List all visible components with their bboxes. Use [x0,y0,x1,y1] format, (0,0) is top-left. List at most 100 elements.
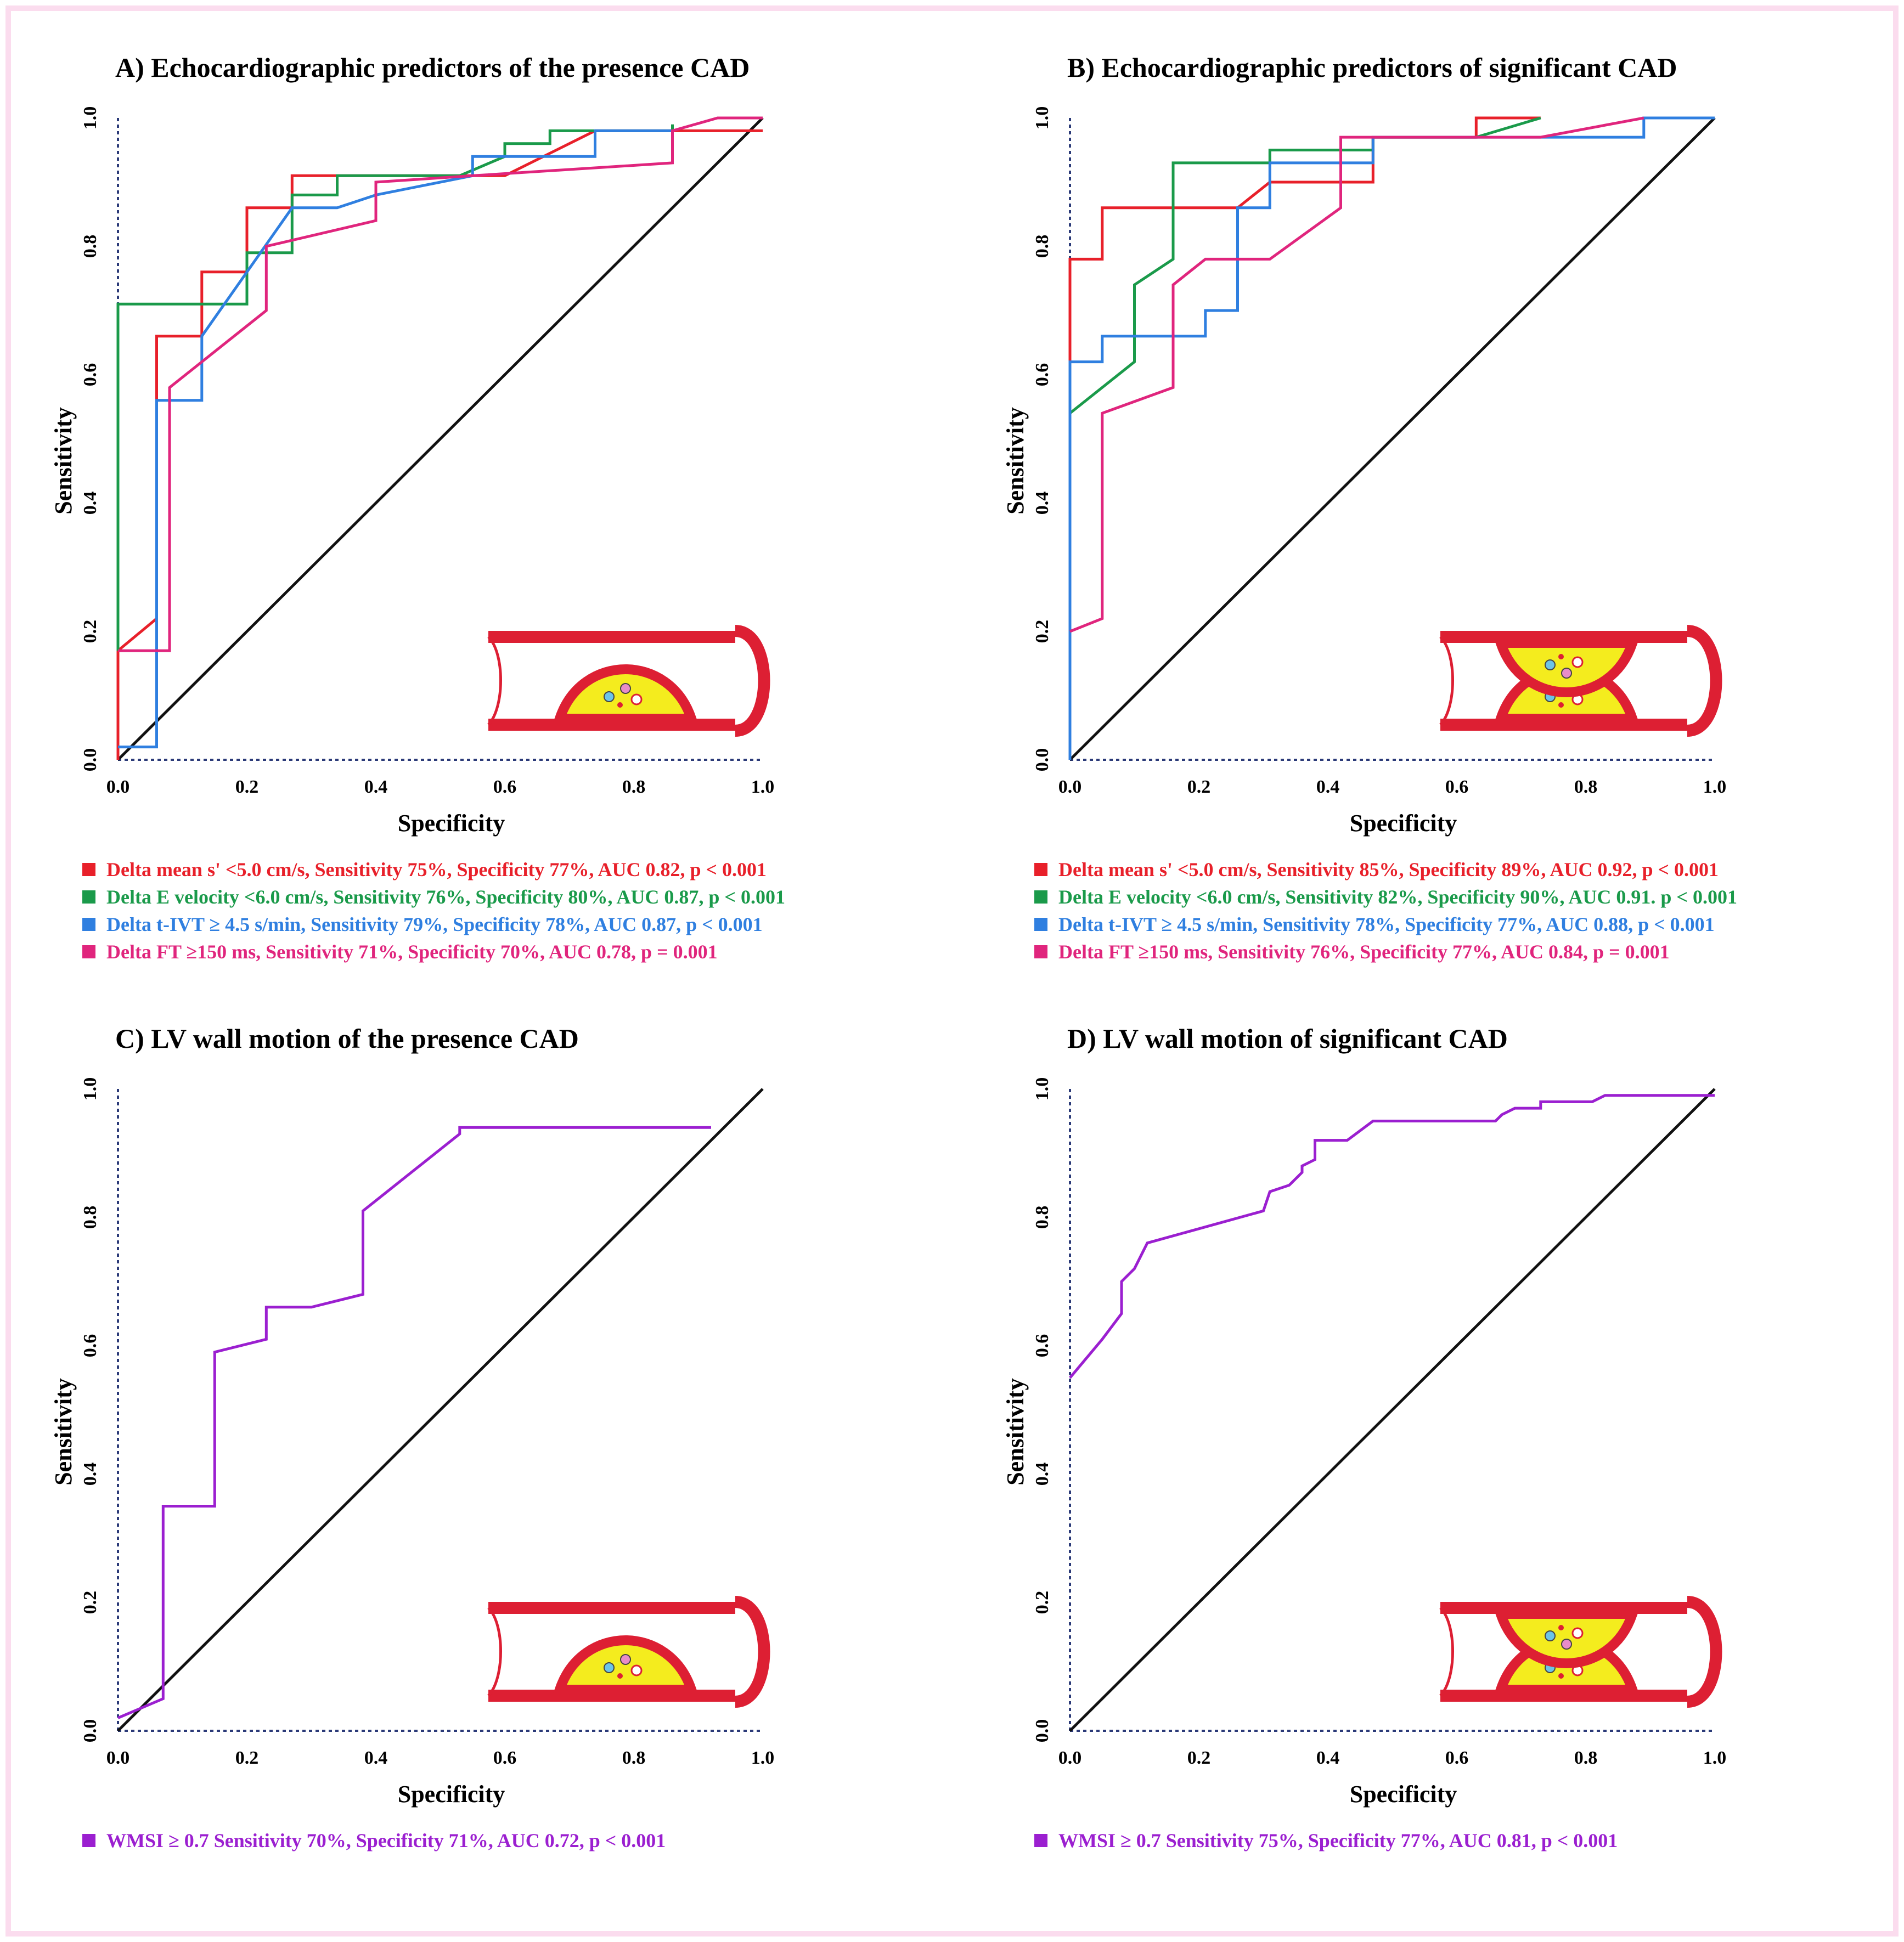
y-tick-label: 0.2 [1032,1591,1052,1614]
legend-swatch [82,863,95,876]
x-tick-label: 1.0 [751,1748,775,1768]
cell-icon [604,1662,615,1673]
plaque-shape [1494,1609,1640,1668]
artery-plaque-icon [1439,1596,1722,1708]
plaque-shape [553,1635,698,1695]
legend-item: Delta E velocity <6.0 cm/s, Sensitivity … [1034,883,1890,911]
panel-b: B) Echocardiographic predictors of signi… [952,0,1904,971]
x-tick-label: 0.4 [1316,777,1340,797]
y-axis-label: Sensitivity [50,407,77,515]
y-tick-label: 0.0 [1032,1719,1052,1743]
plaque [1494,638,1640,697]
panel-d: D) LV wall motion of significant CAD 0.0 0… [952,971,1904,1942]
cell-icon [630,693,643,705]
legend-swatch [1034,890,1047,904]
chart-title: C) LV wall motion of the presence CAD [115,1023,579,1054]
panel-a: A) Echocardiographic predictors of the p… [0,0,952,971]
legend-label: Delta mean s' <5.0 cm/s, Sensitivity 75%… [106,859,767,880]
legend-item: Delta FT ≥150 ms, Sensitivity 71%, Speci… [82,938,938,966]
legend-swatch [82,890,95,904]
roc-curve-0 [117,1126,711,1719]
plaque [553,664,698,724]
x-tick-label: 1.0 [1703,1748,1727,1768]
legend-label: Delta E velocity <6.0 cm/s, Sensitivity … [1058,886,1737,908]
y-axis-label: Sensitivity [50,1378,77,1486]
vessel-end [1686,1596,1722,1708]
legend-label: Delta mean s' <5.0 cm/s, Sensitivity 85%… [1058,859,1719,880]
legend-a: Delta mean s' <5.0 cm/s, Sensitivity 75%… [82,856,938,966]
x-tick-label: 0.4 [364,1748,388,1768]
x-tick-label: 0.8 [1574,777,1598,797]
x-tick-label: 0.2 [235,1748,259,1768]
legend-swatch [82,918,95,931]
legend-swatch [1034,918,1047,931]
cell-icon [617,1673,623,1679]
x-tick-label: 0.0 [106,777,130,797]
cell-icon [1545,659,1556,670]
cell-icon [604,691,615,702]
y-tick-label: 1.0 [80,106,100,130]
x-tick-label: 0.8 [622,1748,646,1768]
vessel-opening [487,1607,502,1697]
artery-plaque-icon [1439,625,1722,737]
x-tick-label: 0.8 [1574,1748,1598,1768]
reference-diagonal [117,1088,764,1732]
x-tick-label: 0.0 [1058,1748,1082,1768]
y-tick-label: 0.4 [80,492,100,515]
legend-swatch [1034,945,1047,958]
cell-icon [620,683,631,694]
legend-d: WMSI ≥ 0.7 Sensitivity 75%, Specificity … [1034,1827,1890,1854]
legend-item: Delta t-IVT ≥ 4.5 s/min, Sensitivity 78%… [1034,911,1890,938]
x-tick-label: 0.6 [1445,777,1469,797]
y-axis-label: Sensitivity [1002,407,1029,515]
y-tick-label: 0.0 [80,748,100,772]
plaque-shape [1494,638,1640,697]
vessel-end [1686,625,1722,737]
legend-item: Delta mean s' <5.0 cm/s, Sensitivity 85%… [1034,856,1890,883]
panel-c: C) LV wall motion of the presence CAD 0.0… [0,971,952,1942]
y-tick-label: 1.0 [80,1077,100,1101]
legend-label: Delta t-IVT ≥ 4.5 s/min, Sensitivity 78%… [1058,913,1715,935]
vessel-end [734,625,770,737]
legend-c: WMSI ≥ 0.7 Sensitivity 70%, Specificity … [82,1827,938,1854]
roc-plot-d: D) LV wall motion of significant CAD 0.0 0… [1002,1023,1727,1808]
vessel-end [734,1596,770,1708]
x-tick-label: 0.0 [1058,777,1082,797]
x-axis-label: Specificity [1350,810,1457,837]
x-tick-label: 0.8 [622,777,646,797]
vessel-wall-top [488,631,735,643]
y-tick-label: 0.8 [80,1206,100,1229]
legend-item: Delta t-IVT ≥ 4.5 s/min, Sensitivity 79%… [82,911,938,938]
x-tick-label: 0.6 [493,1748,517,1768]
legend-swatch [82,945,95,958]
cell-icon [1561,668,1572,679]
roc-plot-b: B) Echocardiographic predictors of signi… [1002,52,1726,837]
cell-icon [630,1664,643,1676]
legend-item: Delta FT ≥150 ms, Sensitivity 76%, Speci… [1034,938,1890,966]
legend-item: WMSI ≥ 0.7 Sensitivity 70%, Specificity … [82,1827,938,1854]
chart-title: A) Echocardiographic predictors of the p… [115,52,750,83]
artery-plaque-icon [487,1596,770,1708]
y-tick-label: 0.4 [1032,1463,1052,1486]
y-tick-label: 1.0 [1032,106,1052,130]
legend-label: Delta FT ≥150 ms, Sensitivity 71%, Speci… [106,941,718,963]
cell-icon [1571,1627,1584,1639]
legend-item: WMSI ≥ 0.7 Sensitivity 75%, Specificity … [1034,1827,1890,1854]
x-tick-label: 0.2 [1187,777,1211,797]
y-tick-label: 0.6 [80,363,100,387]
vessel-opening [1439,1607,1454,1697]
legend-item: Delta E velocity <6.0 cm/s, Sensitivity … [82,883,938,911]
roc-curve-3 [1069,116,1644,633]
y-tick-label: 0.2 [80,620,100,643]
vessel-opening [487,636,502,726]
legend-label: Delta E velocity <6.0 cm/s, Sensitivity … [106,886,785,908]
x-tick-label: 0.2 [1187,1748,1211,1768]
x-axis-label: Specificity [398,810,505,837]
cell-icon [1558,1625,1564,1630]
legend-item: Delta mean s' <5.0 cm/s, Sensitivity 75%… [82,856,938,883]
y-axis-label: Sensitivity [1002,1378,1029,1486]
y-tick-label: 0.2 [1032,620,1052,643]
plaque-shape [553,664,698,724]
roc-curve-2 [118,129,673,749]
y-tick-label: 0.2 [80,1591,100,1614]
